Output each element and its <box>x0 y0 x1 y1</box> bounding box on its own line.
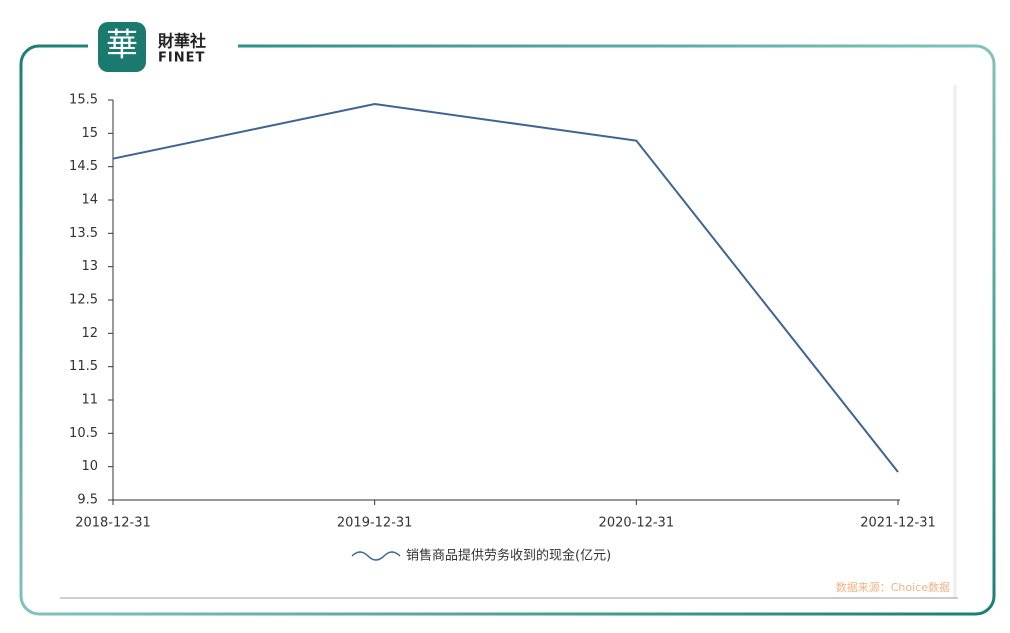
y-tick-label: 11.5 <box>69 359 98 374</box>
x-tick-label: 2021-12-31 <box>860 516 936 531</box>
logo-icon <box>98 22 146 72</box>
x-tick-label: 2020-12-31 <box>599 516 675 531</box>
y-tick-label: 10 <box>81 459 98 474</box>
y-tick-label: 14 <box>81 193 98 208</box>
x-tick-label: 2019-12-31 <box>337 516 413 531</box>
data-line <box>112 102 899 473</box>
frame <box>19 44 996 616</box>
logo-icon-text: 華 <box>106 26 138 64</box>
logo-name: 財華社 <box>158 32 206 51</box>
y-tick-label: 11 <box>81 393 98 408</box>
y-tick-label: 9.5 <box>77 493 98 508</box>
logo-latin: FINET <box>158 51 205 66</box>
y-tick-label: 15.5 <box>69 93 98 108</box>
legend-label: 销售商品提供劳务收到的现金(亿元) <box>406 548 611 564</box>
y-tick-label: 14.5 <box>69 159 98 174</box>
source-note: 数据来源：Choice数据 <box>836 580 950 594</box>
y-tick-label: 12.5 <box>69 293 98 308</box>
y-tick-label: 15 <box>81 126 98 141</box>
legend-icon <box>351 551 401 561</box>
y-tick-label: 12 <box>81 326 98 341</box>
y-tick-label: 10.5 <box>69 426 98 441</box>
y-tick-label: 13.5 <box>69 226 98 241</box>
x-tick-label: 2018-12-31 <box>75 516 151 531</box>
y-tick-label: 13 <box>81 259 98 274</box>
